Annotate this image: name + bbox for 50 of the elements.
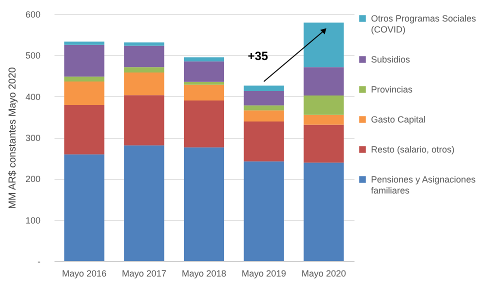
bar <box>124 95 164 146</box>
bar <box>244 121 284 162</box>
x-tick-label: Mayo 2020 <box>301 268 346 278</box>
bar <box>124 42 164 46</box>
bar <box>64 82 104 105</box>
bar <box>244 161 284 261</box>
bar <box>184 100 224 148</box>
bar <box>304 114 344 125</box>
bar <box>64 154 104 261</box>
annotation: +35 <box>248 49 268 63</box>
bar <box>184 57 224 62</box>
y-tick-label: 100 <box>25 215 40 226</box>
bar <box>64 44 104 77</box>
bar <box>64 42 104 45</box>
bar <box>304 96 344 115</box>
y-tick-label: - <box>38 256 40 266</box>
x-tick-label: Mayo 2019 <box>242 268 286 278</box>
x-tick-label: Mayo 2018 <box>182 268 226 278</box>
bar <box>124 46 164 68</box>
y-axis-title: MM AR$ constantes Mayo 2020 <box>7 66 18 209</box>
y-tick-label: 600 <box>25 10 40 20</box>
legend-label: Gasto Capital <box>371 114 426 124</box>
bar <box>184 147 224 261</box>
bar <box>184 82 224 85</box>
y-tick-label: 300 <box>25 133 40 143</box>
bar <box>64 76 104 82</box>
bar <box>64 104 104 154</box>
x-tick-label: Mayo 2017 <box>122 268 166 278</box>
bar <box>184 61 224 82</box>
bar <box>304 67 344 96</box>
y-tick-label: 400 <box>25 92 40 102</box>
bar <box>184 84 224 100</box>
bar <box>124 145 164 261</box>
bar <box>304 22 344 68</box>
legend-label: Pensiones y Asignaciones familiares <box>371 174 476 196</box>
legend-label: Subsidios <box>371 54 411 64</box>
legend-label: Provincias <box>371 84 414 94</box>
bar <box>244 90 284 106</box>
legend-label: Resto (salario, otros) <box>371 144 455 154</box>
bar <box>304 162 344 261</box>
bar <box>304 124 344 163</box>
bar <box>124 72 164 96</box>
y-tick-label: 200 <box>25 174 40 184</box>
bar <box>124 67 164 72</box>
bar <box>244 105 284 110</box>
legend-label: Otros Programas Sociales (COVID) <box>371 14 477 34</box>
bar <box>244 86 284 91</box>
x-tick-label: Mayo 2016 <box>62 268 107 278</box>
y-tick-label: 500 <box>25 50 40 61</box>
bar <box>244 110 284 122</box>
